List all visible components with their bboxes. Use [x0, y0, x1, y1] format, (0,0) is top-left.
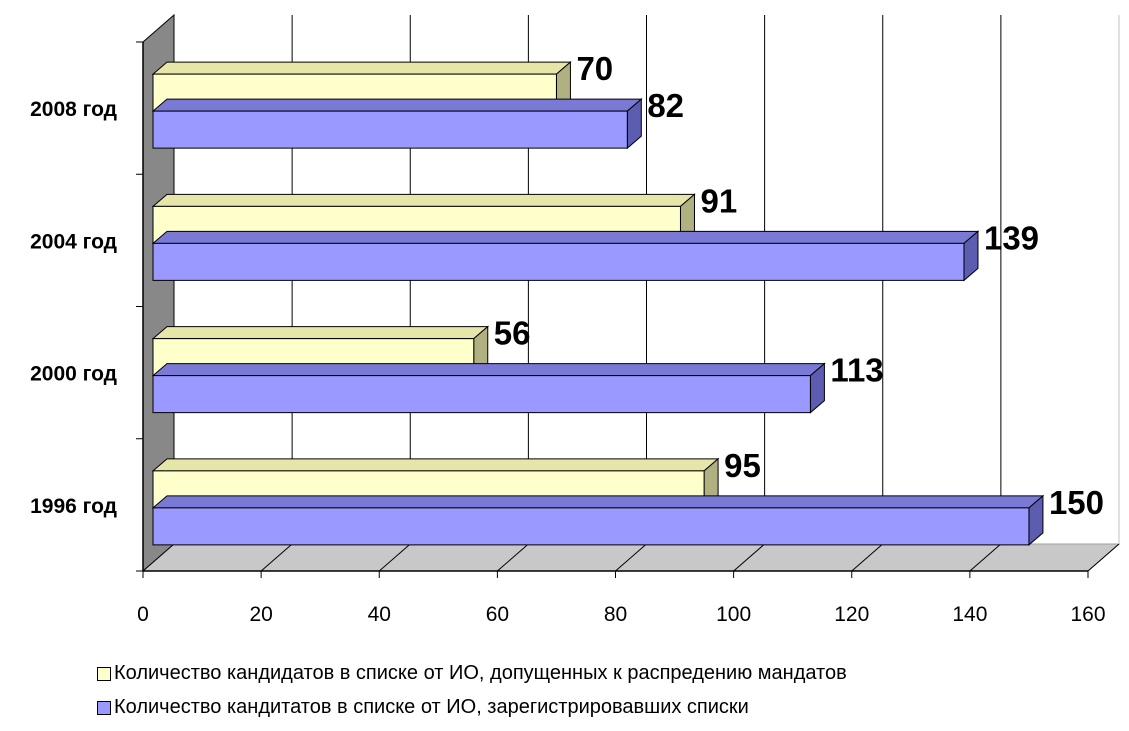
- labels: 95 150 1996 год 56 113 2000 год 91 139 2004 год 7…: [30, 50, 1105, 626]
- data-label-0-0: 95: [724, 447, 761, 484]
- axes: [136, 41, 1089, 578]
- data-label-1-3: 82: [647, 87, 684, 124]
- x-tick-label-140: 140: [952, 603, 987, 626]
- bar-1-0: [152, 507, 1030, 546]
- floor-gridline-0: [142, 543, 175, 572]
- floor-gridline-60: [497, 543, 529, 572]
- category-label-0: 1996 год: [30, 495, 117, 518]
- x-tick-label-20: 20: [249, 603, 272, 626]
- legend-item-series-2: Количество кандитатов в списке от ИО, за…: [97, 696, 749, 719]
- bar-1-3: [152, 110, 628, 149]
- floor-gridline-20: [260, 543, 293, 572]
- data-label-1-1: 113: [830, 352, 883, 389]
- floor-gridline-80: [615, 543, 647, 572]
- x-tick-label-0: 0: [137, 603, 149, 626]
- category-label-1: 2000 год: [30, 363, 117, 386]
- floor-gridline-160: [1087, 543, 1120, 572]
- x-tick-label-40: 40: [368, 603, 391, 626]
- data-label-0-3: 70: [576, 50, 613, 87]
- legend-label-series-1: Количество кандидатов в списке от ИО, до…: [114, 662, 847, 684]
- legend-swatch-series-1: [97, 666, 111, 681]
- bar-top-1-0: [151, 495, 1045, 509]
- legend-item-series-1: Количество кандидатов в списке от ИО, до…: [97, 662, 847, 685]
- data-label-1-2: 139: [984, 219, 1039, 256]
- bar-top-1-1: [151, 363, 826, 377]
- x-tick-label-60: 60: [486, 603, 509, 626]
- floor-gridline-120: [851, 543, 884, 572]
- bar-top-0-2: [151, 193, 696, 207]
- x-tick-label-160: 160: [1070, 603, 1105, 626]
- floor-gridline-100: [733, 543, 765, 572]
- bar-top-1-3: [151, 98, 643, 112]
- bar-top-1-2: [151, 230, 980, 244]
- bar-top-0-1: [151, 326, 490, 340]
- floor-gridline-40: [378, 543, 411, 572]
- legend-swatch-series-2: [97, 700, 111, 715]
- x-tick-label-120: 120: [834, 603, 869, 626]
- category-label-2: 2004 год: [30, 230, 117, 253]
- data-label-0-1: 56: [494, 315, 531, 352]
- bars: [151, 61, 1045, 546]
- bar-1-2: [152, 242, 965, 281]
- legend-label-series-2: Количество кандитатов в списке от ИО, за…: [114, 696, 749, 718]
- bar-1-1: [152, 375, 811, 414]
- floor-gridline-140: [969, 543, 1002, 572]
- x-tick-label-80: 80: [604, 603, 627, 626]
- bar-top-0-3: [151, 61, 572, 75]
- data-label-0-2: 91: [700, 182, 737, 219]
- x-tick-label-100: 100: [716, 603, 751, 626]
- data-label-1-0: 150: [1049, 484, 1104, 521]
- category-label-3: 2008 год: [30, 98, 117, 121]
- bar-top-0-0: [151, 458, 720, 472]
